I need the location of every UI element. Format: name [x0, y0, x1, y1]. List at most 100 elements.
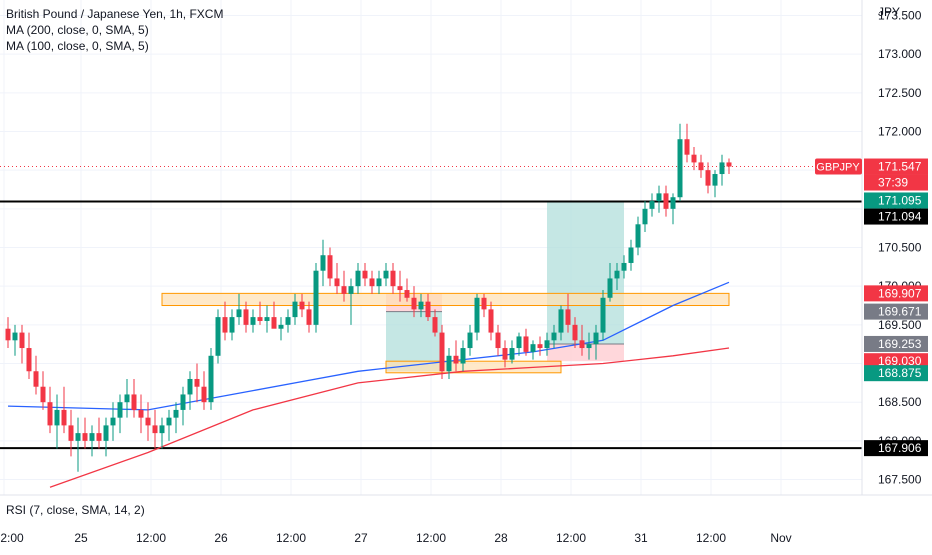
price-labels: GBPJPY 171.547 37:39 171.095 171.094 169.907 1…	[815, 158, 928, 457]
price-label-text: 37:39	[878, 176, 908, 190]
candle-body	[5, 328, 11, 341]
candle-body	[229, 317, 235, 333]
candle-body	[544, 340, 550, 349]
time-tick-label: 27	[354, 531, 368, 545]
candle-body	[453, 355, 459, 364]
symbol-price-tag	[815, 158, 862, 175]
price-tick-label: 172.500	[878, 86, 922, 100]
candle-body	[355, 270, 361, 287]
price-label-box	[864, 158, 928, 175]
candle-body	[726, 162, 732, 167]
price-label-text: 169.671	[878, 305, 922, 319]
candle-body	[124, 394, 130, 403]
candle-body	[278, 324, 284, 329]
horizontal-levels	[0, 166, 862, 450]
candle-body	[411, 297, 417, 310]
candle-body	[432, 317, 438, 333]
candle-body	[306, 309, 312, 325]
candle-body	[138, 409, 144, 418]
candle-body	[187, 378, 193, 395]
candle-body	[376, 278, 382, 287]
candle-body	[418, 301, 424, 310]
price-label-box	[864, 174, 928, 191]
candle-body	[96, 433, 102, 441]
candle-body	[677, 139, 683, 198]
time-tick-label: 26	[214, 531, 228, 545]
candle-body	[299, 301, 305, 310]
time-tick-label: 12:00	[416, 531, 446, 545]
candle-body	[670, 197, 676, 209]
price-tick-label: 170.500	[878, 241, 922, 255]
candle-body	[509, 348, 515, 360]
candle-body	[117, 402, 123, 418]
candle-body	[614, 270, 620, 279]
candle-body	[383, 270, 389, 279]
candle-body	[334, 278, 340, 287]
price-label-box	[864, 192, 928, 209]
rsi-legend[interactable]: RSI (7, close, SMA, 14, 2)	[6, 503, 145, 517]
time-tick-label: 2:00	[0, 531, 24, 545]
candle-body	[565, 309, 571, 325]
time-tick-label: 28	[494, 531, 508, 545]
price-label-text: 168.875	[878, 366, 922, 380]
candlestick-series[interactable]	[5, 123, 732, 472]
candle-body	[145, 417, 151, 426]
ma200-legend[interactable]: MA (200, close, 0, SMA, 5)	[6, 23, 149, 37]
candle-body	[502, 348, 508, 360]
candle-body	[397, 286, 403, 291]
price-label-text: 167.906	[878, 441, 922, 455]
candle-body	[593, 332, 599, 345]
candle-body	[628, 247, 634, 263]
candle-body	[649, 201, 655, 209]
candle-body	[89, 433, 95, 441]
candle-body	[684, 139, 690, 155]
candle-body	[47, 402, 53, 426]
price-label-text: 171.094	[878, 210, 922, 224]
candle-body	[152, 425, 158, 434]
time-tick-label: 12:00	[696, 531, 726, 545]
candle-body	[656, 193, 662, 202]
time-tick-label: 31	[634, 531, 648, 545]
candle-body	[642, 208, 648, 225]
candle-body	[243, 309, 249, 325]
candle-body	[369, 278, 375, 287]
candle-body	[68, 425, 74, 441]
price-tick-label: 167.500	[878, 473, 922, 487]
candle-body	[131, 394, 137, 410]
symbol-title[interactable]: British Pound / Japanese Yen, 1h, FXCM	[6, 7, 224, 21]
time-tick-label: 25	[74, 531, 88, 545]
candle-body	[537, 344, 543, 349]
candle-body	[33, 371, 39, 387]
candle-body	[19, 332, 25, 349]
candle-body	[201, 386, 207, 403]
time-axis[interactable]: 2:00 25 12:00 26 12:00 27 12:00 28 12:00 31 12:00 N…	[0, 494, 932, 545]
candle-body	[292, 301, 298, 318]
candle-body	[698, 162, 704, 171]
candle-body	[362, 270, 368, 279]
candle-body	[215, 317, 221, 356]
candle-body	[663, 193, 669, 209]
drawn-zones	[161, 201, 730, 374]
price-label-box	[864, 285, 928, 302]
price-label-text: 169.907	[878, 286, 922, 300]
candle-body	[467, 332, 473, 349]
grid-lines	[0, 0, 862, 495]
ma100-legend[interactable]: MA (100, close, 0, SMA, 5)	[6, 39, 149, 53]
candle-body	[600, 297, 606, 333]
candle-body	[712, 174, 718, 186]
candle-body	[250, 317, 256, 325]
price-label-text: 171.547	[878, 160, 922, 174]
candle-body	[75, 433, 81, 441]
price-label-text: 171.095	[878, 193, 922, 207]
candle-body	[530, 344, 536, 352]
candle-body	[558, 309, 564, 333]
candle-body	[691, 154, 697, 163]
candle-body	[341, 286, 347, 294]
price-tick-label: 172.000	[878, 124, 922, 138]
price-axis[interactable]: 173.500173.000172.500172.000171.500171.0…	[861, 0, 922, 495]
candle-body	[705, 170, 711, 186]
candle-body	[264, 317, 270, 321]
candle-body	[481, 297, 487, 310]
